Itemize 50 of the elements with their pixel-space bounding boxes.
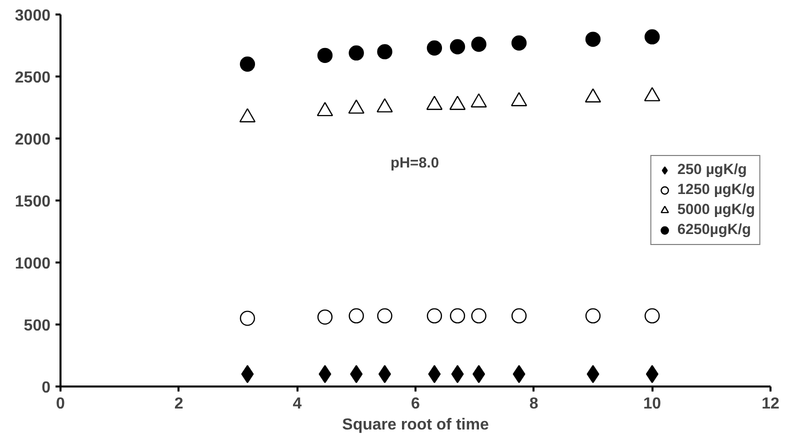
point xyxy=(450,39,466,54)
point xyxy=(317,48,333,64)
y-tick-label: 0 xyxy=(42,380,51,396)
point xyxy=(511,35,527,51)
point xyxy=(377,308,392,324)
legend-label: 6250µgK/g xyxy=(677,222,751,238)
point xyxy=(350,365,363,384)
x-tick-label: 4 xyxy=(292,396,302,412)
point xyxy=(585,308,601,324)
x-tick-label: 0 xyxy=(56,396,66,412)
x-tick-label: 2 xyxy=(174,396,184,412)
point xyxy=(318,365,332,384)
point xyxy=(644,308,660,324)
point xyxy=(646,365,658,384)
point xyxy=(426,40,442,56)
point xyxy=(240,310,256,326)
point xyxy=(348,308,364,324)
x-tick-label: 6 xyxy=(411,396,420,412)
point xyxy=(585,32,601,47)
legend-label: 5000 µgK/g xyxy=(677,202,755,218)
point xyxy=(241,365,254,384)
y-tick-label: 2000 xyxy=(14,132,51,148)
point xyxy=(511,308,527,324)
point xyxy=(428,365,441,384)
x-axis-title: Square root of time xyxy=(342,416,489,434)
point xyxy=(472,365,486,384)
point xyxy=(426,308,442,324)
x-tick-label: 10 xyxy=(643,396,662,412)
point xyxy=(317,309,333,325)
y-tick-label: 1500 xyxy=(14,194,51,210)
point xyxy=(512,365,526,384)
y-tick-label: 500 xyxy=(24,318,51,334)
point xyxy=(378,365,391,384)
point xyxy=(240,56,256,72)
point xyxy=(471,308,486,324)
point xyxy=(586,365,600,384)
y-tick-label: 3000 xyxy=(14,8,51,24)
y-tick-label: 2500 xyxy=(14,70,51,86)
point xyxy=(471,36,486,52)
x-tick-label: 12 xyxy=(762,396,780,412)
point xyxy=(377,44,392,60)
annotation: pH=8.0 xyxy=(390,156,439,172)
point xyxy=(644,29,660,44)
y-tick-label: 1000 xyxy=(14,256,51,272)
point xyxy=(348,45,364,61)
legend-label: 250 µgK/g xyxy=(677,162,747,178)
point xyxy=(450,308,466,324)
legend-label: 1250 µgK/g xyxy=(677,182,755,198)
x-tick-label: 8 xyxy=(529,396,538,412)
point xyxy=(451,365,464,384)
